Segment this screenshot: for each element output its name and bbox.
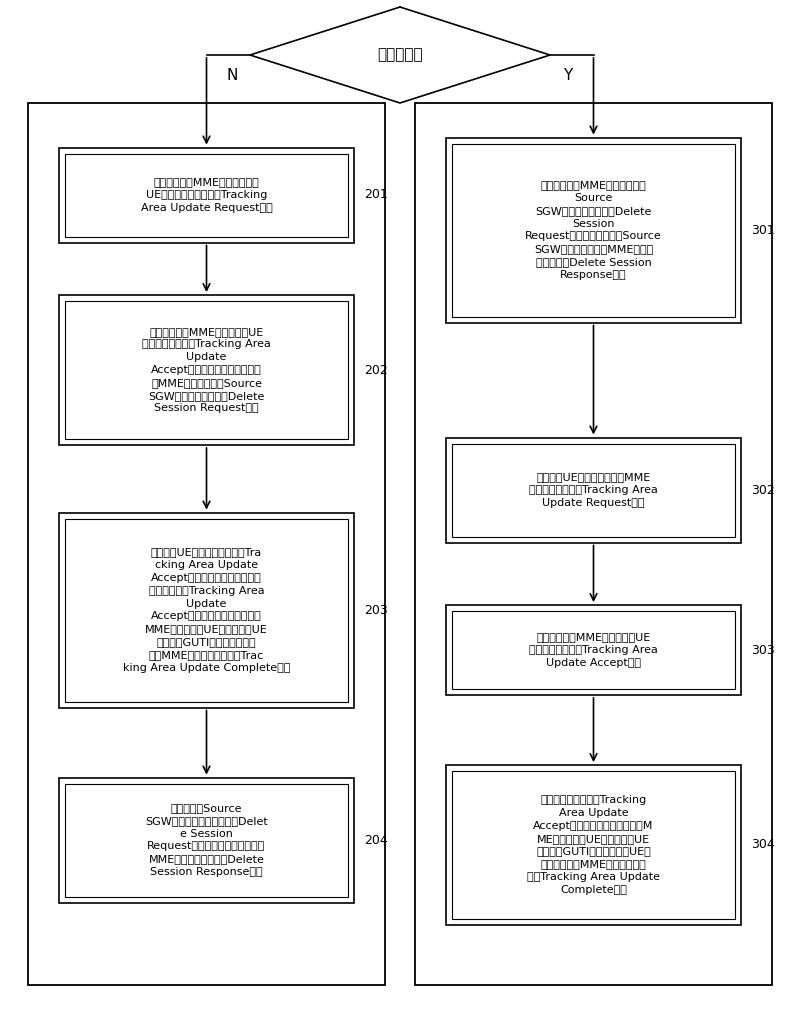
Bar (65, 518, 348, 701)
Bar (452, 771, 735, 919)
Bar (452, 443, 735, 537)
Text: Y: Y (563, 67, 573, 83)
Text: 203: 203 (364, 604, 388, 616)
Bar (59, 777, 354, 902)
Bar (446, 437, 741, 543)
Text: 304: 304 (751, 838, 774, 852)
Bar (415, 103, 772, 985)
Text: 定时器溢出: 定时器溢出 (377, 48, 423, 62)
Bar (452, 144, 735, 317)
Bar (446, 138, 741, 322)
Text: 201: 201 (364, 189, 388, 201)
Text: 移动管理实体MME向用户设备UE
回复位置更新接受Tracking Area
Update Accept消息: 移动管理实体MME向用户设备UE 回复位置更新接受Tracking Area U… (529, 632, 658, 668)
Text: 移动管理实体MME向用户设备UE
回复位置更新接受Tracking Area
Update
Accept消息，以及，移动管理实
体MME向源服务网关Source: 移动管理实体MME向用户设备UE 回复位置更新接受Tracking Area U… (142, 326, 271, 413)
Bar (65, 301, 348, 439)
Text: 202: 202 (364, 364, 388, 376)
Bar (446, 605, 741, 695)
Text: 移动管理实体MME向源服务网关
Source
SGW发送删除会话请求Delete
Session
Request消息，源服务网关Source
SGW向移动管理实: 移动管理实体MME向源服务网关 Source SGW发送删除会话请求Delete… (525, 180, 662, 280)
Text: 移动管理实体MME接收用户设备
UE发送的位置更新请求Tracking
Area Update Request消息: 移动管理实体MME接收用户设备 UE发送的位置更新请求Tracking Area… (141, 177, 272, 212)
Bar (65, 153, 348, 236)
Text: 用户设备UE接收位置更新接受Tra
cking Area Update
Accept消息后，若所述接收到的
位置更新接受Tracking Area
Update: 用户设备UE接收位置更新接受Tra cking Area Update Acce… (123, 547, 290, 672)
Text: 204: 204 (364, 834, 388, 846)
Text: 302: 302 (751, 484, 774, 496)
Bar (28, 103, 385, 985)
Text: 303: 303 (751, 643, 774, 657)
Bar (452, 611, 735, 689)
Text: 源服务网关Source
SGW收到所述删除会话请求Delet
e Session
Request消息后，向移动管理实体
MME回复删除会话接受Delete
Se: 源服务网关Source SGW收到所述删除会话请求Delet e Session… (145, 803, 268, 877)
Text: 301: 301 (751, 224, 774, 236)
Bar (59, 147, 354, 242)
Bar (59, 513, 354, 708)
Bar (446, 765, 741, 925)
Text: 用户设备UE向移动管理实体MME
发送位置更新请求Tracking Area
Update Request消息: 用户设备UE向移动管理实体MME 发送位置更新请求Tracking Area U… (529, 472, 658, 508)
Text: N: N (226, 67, 238, 83)
Text: 若所述位置更新接受Tracking
Area Update
Accept消息中包括移动管理实体M
ME向用户设备UE重新分配的UE
临时标识GUTI，则用户设备: 若所述位置更新接受Tracking Area Update Accept消息中包… (527, 796, 660, 895)
Bar (59, 295, 354, 445)
Bar (65, 783, 348, 896)
